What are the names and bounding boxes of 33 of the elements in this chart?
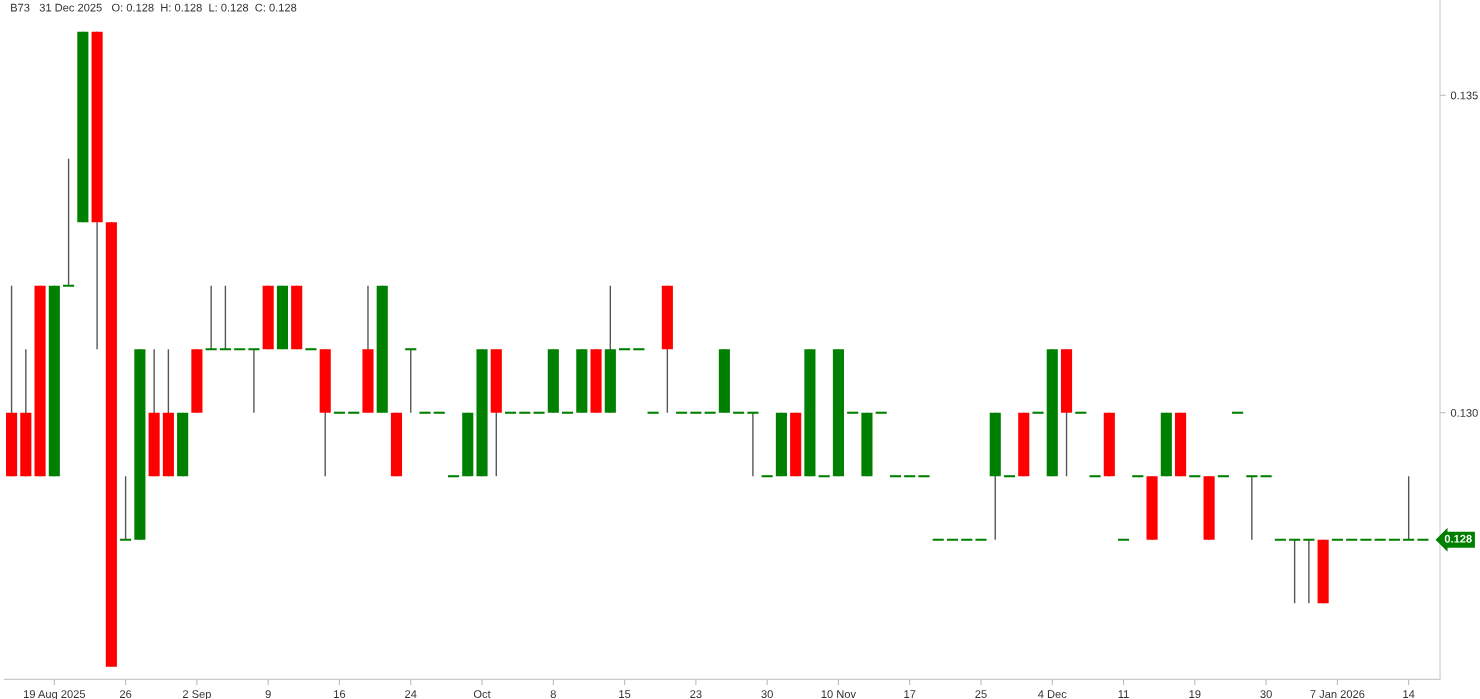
x-tick-label: 10 Nov	[821, 690, 856, 699]
candlestick	[247, 348, 261, 414]
candlestick	[404, 348, 418, 414]
candlestick	[746, 411, 760, 477]
x-tick-label: 17	[904, 690, 916, 698]
x-tick-label: 25	[975, 690, 987, 699]
y-tick-label: 0.135	[1450, 91, 1478, 100]
candlestick	[1402, 475, 1416, 541]
candlestick	[1302, 538, 1316, 604]
x-tick-label: 23	[690, 690, 702, 699]
x-tick-label: Oct	[473, 690, 491, 699]
x-tick-label: 15	[619, 690, 631, 699]
x-tick-label: 16	[334, 690, 346, 699]
candlestick	[218, 285, 233, 351]
candlestick	[204, 285, 218, 351]
x-tick-label: 26	[120, 690, 132, 699]
x-tick-label: 9	[265, 690, 271, 699]
x-tick-label: 11	[1118, 690, 1129, 698]
x-tick-label: 19	[1189, 690, 1201, 699]
x-tick-label: 30	[1260, 690, 1272, 699]
y-tick-label: 0.130	[1450, 409, 1478, 417]
chart-title: B73 31 Dec 2025 O: 0.128 H: 0.128 L: 0.128 C: 0.128	[11, 3, 297, 12]
candlestick	[1245, 475, 1259, 541]
candlestick	[119, 475, 133, 541]
candlestick	[1288, 538, 1302, 604]
x-tick-label: 8	[550, 690, 556, 699]
x-tick-label: 14	[1403, 690, 1415, 698]
x-tick-label: 24	[405, 690, 417, 698]
candlestick	[61, 158, 76, 287]
x-tick-label: 4 Dec	[1038, 690, 1067, 699]
x-tick-label: 30	[761, 690, 773, 699]
text: 0.128	[1444, 534, 1472, 543]
x-tick-label: 7 Jan 2026	[1310, 690, 1365, 699]
